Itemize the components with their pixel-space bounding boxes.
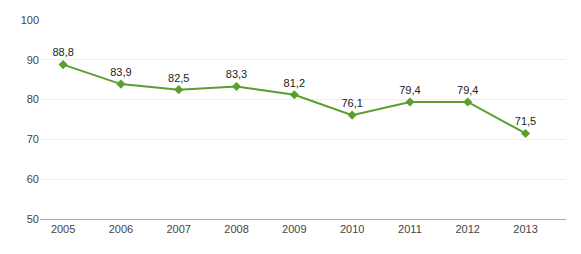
svg-text:80: 80 (27, 93, 39, 105)
svg-text:70: 70 (27, 133, 39, 145)
svg-text:100: 100 (21, 14, 39, 26)
svg-text:60: 60 (27, 173, 39, 185)
svg-text:79,4: 79,4 (457, 84, 478, 96)
svg-text:2006: 2006 (109, 223, 133, 235)
svg-text:2005: 2005 (51, 223, 75, 235)
svg-text:90: 90 (27, 54, 39, 66)
svg-text:88,8: 88,8 (52, 46, 73, 58)
svg-text:82,5: 82,5 (168, 72, 189, 84)
svg-text:71,5: 71,5 (515, 115, 536, 127)
svg-text:83,9: 83,9 (110, 66, 131, 78)
svg-text:50: 50 (27, 213, 39, 225)
svg-text:2011: 2011 (398, 223, 422, 235)
svg-text:81,2: 81,2 (284, 77, 305, 89)
svg-text:76,1: 76,1 (341, 97, 362, 109)
svg-text:2008: 2008 (224, 223, 248, 235)
svg-text:83,3: 83,3 (226, 68, 247, 80)
svg-text:79,4: 79,4 (399, 84, 420, 96)
svg-text:2007: 2007 (166, 223, 190, 235)
svg-text:2013: 2013 (513, 223, 537, 235)
svg-text:2009: 2009 (282, 223, 306, 235)
svg-text:2012: 2012 (455, 223, 479, 235)
svg-text:2010: 2010 (340, 223, 364, 235)
